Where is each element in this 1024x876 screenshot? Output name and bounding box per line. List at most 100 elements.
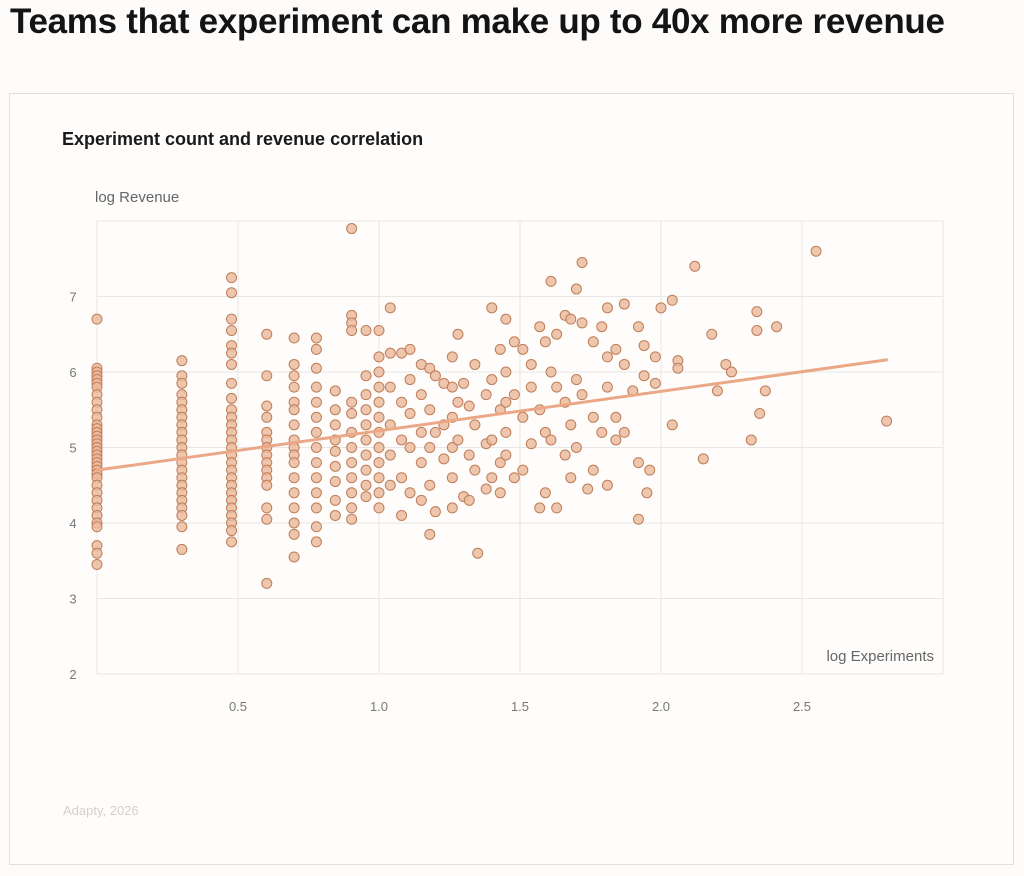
data-point <box>346 442 358 453</box>
data-point <box>424 479 436 491</box>
data-point <box>720 358 732 370</box>
data-point <box>596 426 608 438</box>
data-point <box>551 502 563 514</box>
data-point <box>494 457 506 469</box>
data-point <box>500 449 512 461</box>
data-point <box>360 491 372 503</box>
data-point <box>310 396 322 408</box>
data-point <box>596 321 608 333</box>
data-point <box>176 509 188 521</box>
data-point <box>565 313 577 325</box>
data-point <box>610 343 622 355</box>
data-point <box>545 366 557 378</box>
data-point <box>346 408 358 420</box>
data-point <box>706 328 718 340</box>
data-point <box>601 302 613 314</box>
data-point <box>576 317 588 329</box>
data-point <box>329 475 341 487</box>
data-point <box>469 464 481 476</box>
data-point <box>500 366 512 378</box>
source-credit: Adapty, 2026 <box>63 803 139 818</box>
data-point <box>288 332 300 344</box>
data-point <box>176 355 188 367</box>
data-point <box>610 434 622 446</box>
data-point <box>261 400 273 412</box>
data-point <box>610 411 622 423</box>
data-point <box>310 362 322 374</box>
data-point <box>346 457 358 469</box>
data-point <box>261 502 273 514</box>
data-point <box>288 528 300 540</box>
data-point <box>404 343 416 355</box>
y-tick-label: 2 <box>69 667 76 682</box>
data-point <box>310 502 322 514</box>
data-point <box>288 404 300 416</box>
trend-line <box>95 358 889 472</box>
data-point <box>176 521 188 533</box>
data-point <box>452 434 464 446</box>
data-point <box>486 374 498 386</box>
data-point <box>582 483 594 495</box>
data-point <box>539 487 551 499</box>
data-point <box>226 324 238 336</box>
data-point <box>638 370 650 382</box>
data-point <box>310 411 322 423</box>
data-point <box>618 426 630 438</box>
data-point <box>587 464 599 476</box>
data-point <box>176 543 188 555</box>
data-point <box>480 389 492 401</box>
data-point <box>429 370 441 382</box>
data-point <box>310 332 322 344</box>
data-point <box>751 306 763 318</box>
data-point <box>601 381 613 393</box>
data-point <box>649 377 661 389</box>
data-point <box>711 385 723 397</box>
x-tick-label: 1.5 <box>511 699 529 714</box>
data-point <box>469 419 481 431</box>
data-point <box>576 257 588 269</box>
data-point <box>288 381 300 393</box>
data-point <box>91 559 103 571</box>
data-point <box>373 442 385 453</box>
data-point <box>329 385 341 397</box>
data-point <box>463 449 475 461</box>
data-point <box>91 547 103 559</box>
data-point <box>310 343 322 355</box>
data-point <box>576 389 588 401</box>
data-point <box>384 381 396 393</box>
data-point <box>486 434 498 446</box>
data-point <box>310 457 322 469</box>
y-tick-label: 6 <box>69 365 76 380</box>
data-point <box>310 536 322 548</box>
data-point <box>559 449 571 461</box>
data-point <box>288 370 300 382</box>
data-point <box>404 442 416 453</box>
data-point <box>539 426 551 438</box>
y-tick-label: 4 <box>69 516 76 531</box>
data-point <box>261 513 273 525</box>
data-point <box>261 370 273 382</box>
data-point <box>373 351 385 363</box>
data-point <box>384 449 396 461</box>
data-point <box>396 472 408 484</box>
data-point <box>472 547 484 559</box>
data-point <box>384 479 396 491</box>
data-point <box>446 442 458 453</box>
data-point <box>329 494 341 506</box>
data-point <box>373 324 385 336</box>
data-point <box>288 472 300 484</box>
page-headline: Teams that experiment can make up to 40x… <box>10 2 945 41</box>
data-point <box>618 298 630 310</box>
data-point <box>226 272 238 284</box>
data-point <box>565 419 577 431</box>
data-point <box>601 479 613 491</box>
data-point <box>494 487 506 499</box>
data-point <box>226 347 238 359</box>
data-point <box>404 374 416 386</box>
data-point <box>346 472 358 484</box>
data-point <box>415 426 427 438</box>
data-point <box>726 366 737 378</box>
data-point <box>539 336 551 348</box>
data-point <box>486 302 498 314</box>
